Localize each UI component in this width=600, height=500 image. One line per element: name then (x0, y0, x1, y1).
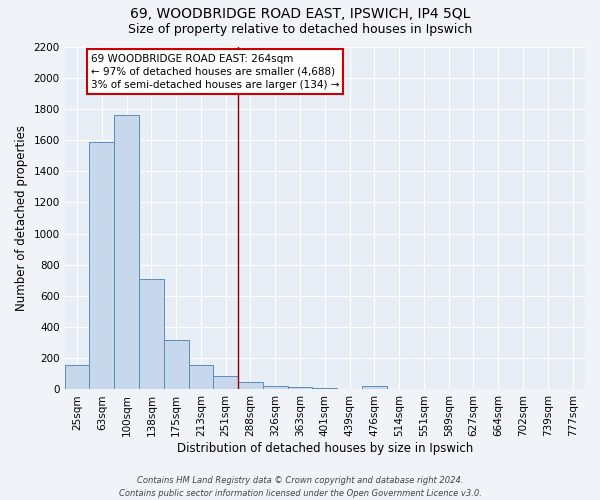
Bar (263, 386, 287, 390)
X-axis label: Distribution of detached houses by size in Ipswich: Distribution of detached houses by size … (177, 442, 473, 455)
Text: Size of property relative to detached houses in Ipswich: Size of property relative to detached ho… (128, 22, 472, 36)
Bar (362, 386, 387, 390)
Bar (164, 340, 188, 390)
Y-axis label: Number of detached properties: Number of detached properties (15, 125, 28, 311)
Bar (114, 115, 139, 390)
Bar (313, 388, 337, 390)
Bar (287, 387, 313, 390)
Bar (238, 382, 263, 390)
Bar (139, 279, 164, 390)
Text: 69 WOODBRIDGE ROAD EAST: 264sqm
← 97% of detached houses are smaller (4,688)
3% : 69 WOODBRIDGE ROAD EAST: 264sqm ← 97% of… (91, 54, 339, 90)
Text: 69, WOODBRIDGE ROAD EAST, IPSWICH, IP4 5QL: 69, WOODBRIDGE ROAD EAST, IPSWICH, IP4 5… (130, 8, 470, 22)
Bar (214, 376, 238, 390)
Text: Contains HM Land Registry data © Crown copyright and database right 2024.
Contai: Contains HM Land Registry data © Crown c… (119, 476, 481, 498)
Bar (65, 364, 89, 390)
Bar (188, 364, 214, 390)
Bar (89, 142, 114, 390)
